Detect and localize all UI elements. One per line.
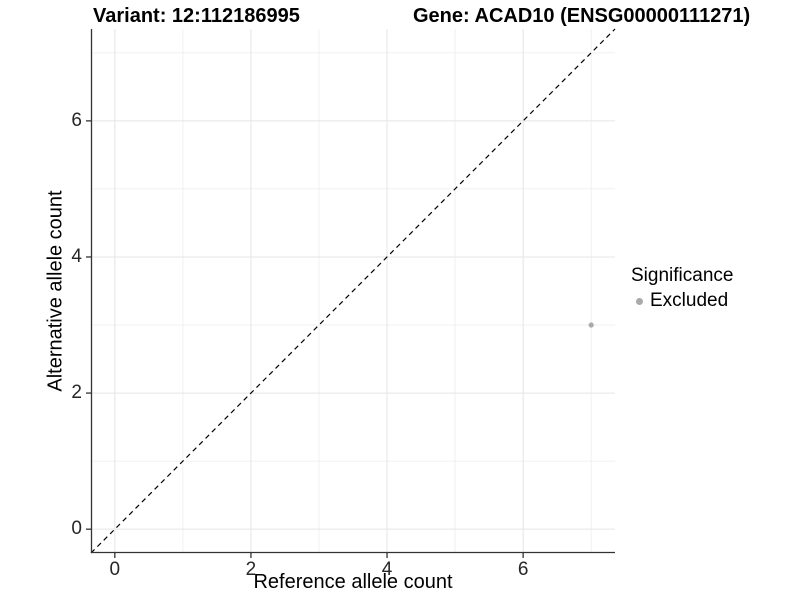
legend-item-label: Excluded	[650, 290, 729, 311]
data-point	[588, 322, 594, 328]
plot-panel	[86, 28, 616, 558]
x-axis-title: Reference allele count	[253, 571, 453, 593]
legend: Significance Excluded	[631, 265, 733, 312]
legend-item-excluded: Excluded	[631, 290, 733, 312]
y-tick-label: 4	[71, 245, 82, 267]
y-tick-label: 6	[71, 109, 82, 131]
legend-title: Significance	[631, 265, 734, 286]
y-tick-label: 2	[71, 382, 82, 404]
legend-key	[631, 293, 647, 309]
y-tick-label: 0	[71, 518, 82, 540]
plot-title-variant: Variant: 12:112186995	[93, 5, 300, 27]
excluded-point-icon	[635, 297, 643, 305]
x-tick-label: 2	[245, 559, 257, 580]
y-axis-title: Alternative allele count	[44, 190, 67, 392]
x-tick-label: 0	[109, 559, 121, 580]
x-tick-label: 6	[517, 559, 529, 580]
plot-canvas	[86, 28, 616, 558]
identity-line	[90, 28, 616, 554]
plot-title-gene: Gene: ACAD10 (ENSG00000111271)	[413, 5, 751, 27]
x-tick-label: 4	[381, 559, 393, 580]
